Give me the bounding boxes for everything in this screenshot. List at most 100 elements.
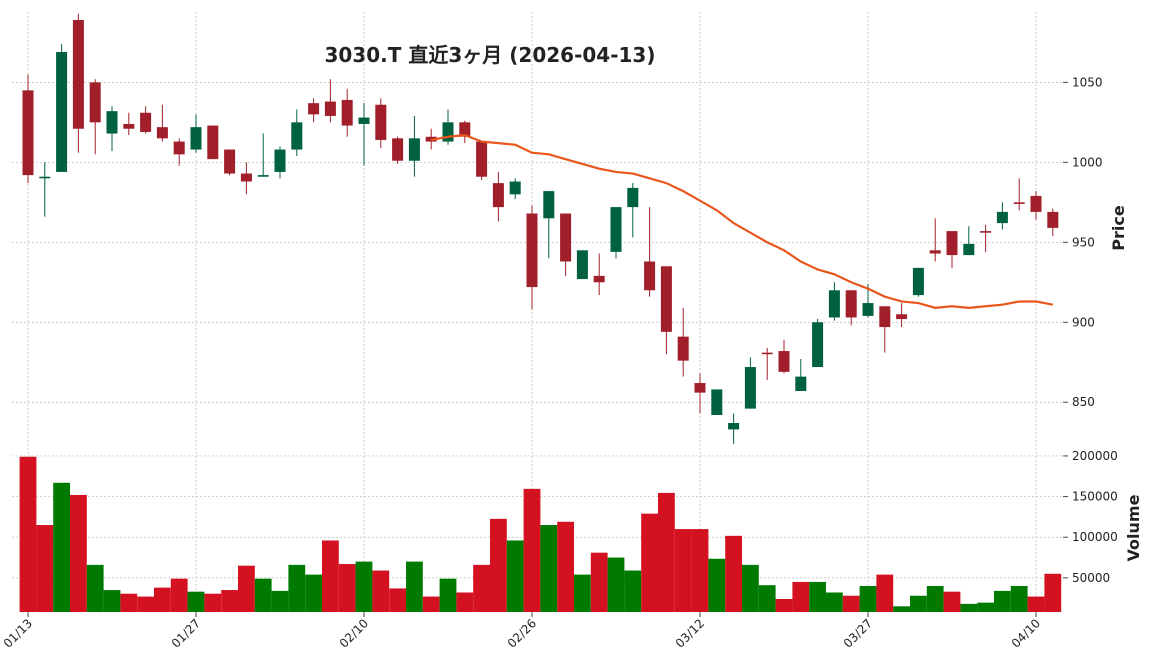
volume-bar bbox=[893, 606, 910, 612]
volume-bar bbox=[792, 581, 810, 612]
volume-bar bbox=[456, 592, 474, 612]
x-tick-label: 03/27 bbox=[841, 616, 875, 650]
candle-body bbox=[72, 19, 84, 129]
x-tick-label: 02/26 bbox=[505, 616, 539, 650]
candle-body bbox=[358, 117, 370, 124]
candle-body bbox=[543, 191, 555, 219]
candle-body bbox=[593, 275, 605, 283]
volume-bar bbox=[960, 603, 978, 612]
candle-body bbox=[123, 123, 135, 129]
volume-bar bbox=[775, 598, 793, 612]
volume-bar bbox=[859, 585, 877, 612]
candle-body bbox=[89, 82, 101, 123]
candle-body bbox=[761, 352, 773, 355]
volume-bar bbox=[674, 529, 692, 612]
volume-bar bbox=[708, 558, 726, 612]
volume-bar bbox=[238, 565, 255, 612]
candle-body bbox=[828, 290, 840, 318]
candle-body bbox=[812, 322, 824, 368]
candle-body bbox=[509, 181, 521, 195]
volume-bar bbox=[994, 590, 1011, 612]
volume-bar bbox=[1010, 585, 1028, 612]
candle-body bbox=[610, 207, 622, 252]
volume-bar bbox=[221, 590, 238, 612]
x-tick-label: 03/12 bbox=[673, 616, 707, 650]
candle-body bbox=[442, 122, 454, 142]
price-axis-title: Price bbox=[1109, 205, 1128, 251]
volume-bar bbox=[204, 593, 222, 612]
candle-body bbox=[274, 149, 286, 172]
volume-bar bbox=[19, 456, 37, 612]
candle-body bbox=[576, 250, 588, 280]
candle-body bbox=[728, 423, 740, 430]
y-tick-label: 950 bbox=[1072, 235, 1095, 249]
candle-body bbox=[963, 243, 975, 256]
y-tick-label: 1050 bbox=[1072, 75, 1103, 89]
candle-body bbox=[526, 213, 538, 288]
candle-body bbox=[56, 51, 68, 172]
volume-bar bbox=[725, 535, 742, 612]
volume-bar bbox=[842, 595, 860, 612]
volume-bar bbox=[86, 564, 104, 612]
candle-body bbox=[392, 138, 404, 161]
volume-bar bbox=[590, 552, 608, 612]
candle-body bbox=[711, 389, 723, 416]
x-tick-label: 04/10 bbox=[1009, 616, 1043, 650]
y-tick-label: 100000 bbox=[1072, 530, 1118, 544]
volume-bar bbox=[355, 561, 373, 612]
volume-bar bbox=[254, 578, 272, 612]
candle-body bbox=[476, 141, 488, 177]
candle-body bbox=[324, 101, 336, 116]
candle-body bbox=[946, 231, 958, 256]
candle-body bbox=[1013, 202, 1025, 204]
chart-title: 3030.T 直近3ヶ月 (2026-04-13) bbox=[325, 43, 656, 67]
x-tick-label: 01/27 bbox=[169, 616, 203, 650]
volume-bar bbox=[624, 570, 642, 612]
candle-body bbox=[694, 383, 706, 393]
volume-bar bbox=[53, 482, 70, 612]
candle-body bbox=[1047, 211, 1059, 228]
candle-body bbox=[39, 176, 51, 179]
x-tick-label: 02/10 bbox=[337, 616, 371, 650]
candle-body bbox=[1030, 195, 1042, 212]
volume-bar bbox=[1044, 573, 1062, 612]
volume-bar bbox=[120, 593, 138, 612]
volume-bar bbox=[271, 590, 289, 612]
candle-body bbox=[677, 336, 689, 361]
candle-body bbox=[660, 266, 672, 332]
candle-body bbox=[778, 351, 790, 372]
candle-body bbox=[207, 125, 219, 160]
candle-body bbox=[240, 173, 252, 182]
candle-body bbox=[627, 187, 639, 208]
candle-body bbox=[845, 290, 857, 318]
y-tick-label: 200000 bbox=[1072, 449, 1118, 463]
y-tick-label: 900 bbox=[1072, 315, 1095, 329]
candle-body bbox=[156, 127, 168, 139]
volume-bar bbox=[154, 587, 171, 612]
volume-bar bbox=[691, 529, 709, 612]
volume-bar bbox=[490, 518, 507, 612]
volume-bar bbox=[523, 488, 541, 612]
volume-bar bbox=[322, 540, 339, 612]
candle-body bbox=[795, 376, 807, 392]
candle-body bbox=[879, 306, 891, 328]
y-tick-label: 1000 bbox=[1072, 155, 1103, 169]
candle-body bbox=[190, 127, 202, 150]
volume-bar bbox=[926, 585, 944, 612]
candle-body bbox=[341, 99, 353, 126]
volume-bar bbox=[826, 592, 843, 612]
candle-body bbox=[140, 112, 152, 132]
candle-body bbox=[862, 303, 874, 316]
volume-bar bbox=[103, 590, 121, 612]
volume-bar bbox=[742, 564, 759, 612]
candle-body bbox=[291, 122, 303, 150]
volume-bar bbox=[70, 494, 87, 612]
candle-body bbox=[459, 122, 471, 137]
volume-bar bbox=[658, 492, 675, 612]
candle-body bbox=[308, 103, 320, 115]
volume-bar bbox=[910, 595, 927, 612]
volume-bar bbox=[943, 591, 961, 612]
volume-bar bbox=[170, 578, 188, 612]
candle-body bbox=[929, 250, 941, 254]
volume-bar bbox=[876, 574, 894, 612]
